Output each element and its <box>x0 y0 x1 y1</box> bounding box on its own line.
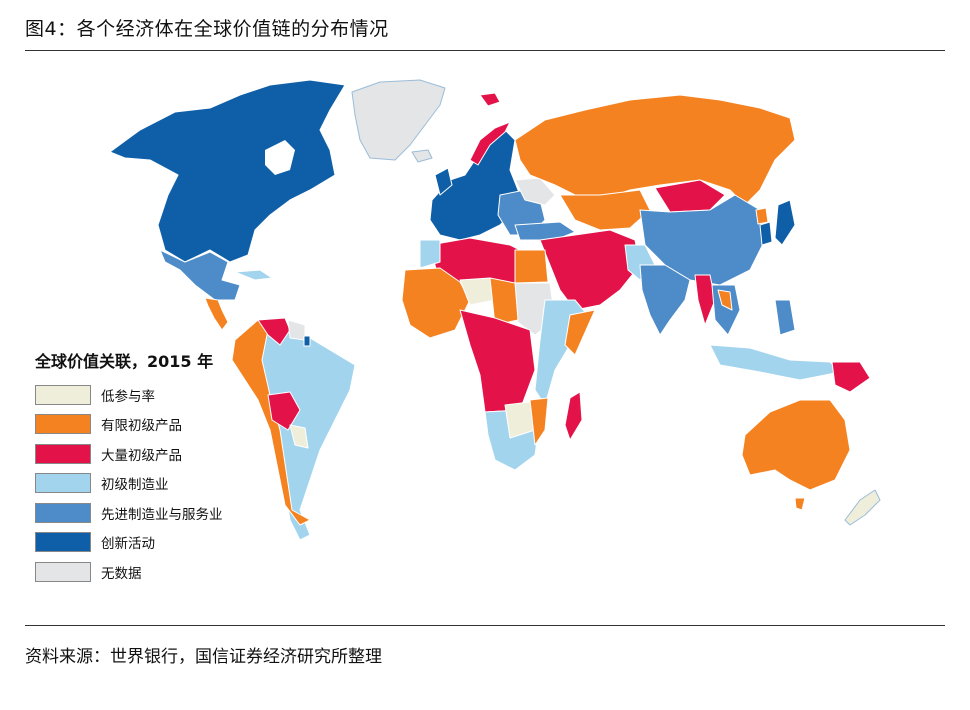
legend-label: 低参与率 <box>101 388 155 405</box>
map-legend: 全球价值关联，2015 年 低参与率 有限初级产品 大量初级产品 初级制造业 先… <box>35 348 275 587</box>
source-note: 资料来源：世界银行，国信证券经济研究所整理 <box>25 647 382 667</box>
legend-swatch <box>35 443 91 464</box>
region-svalbard <box>479 92 501 107</box>
legend-item-innovative: 创新活动 <box>35 528 275 558</box>
region-venezuela <box>257 317 291 346</box>
region-tasmania <box>794 497 806 511</box>
legend-swatch <box>35 561 91 582</box>
bottom-divider <box>25 625 945 626</box>
region-korea <box>759 221 773 246</box>
legend-title: 全球价值关联，2015 年 <box>35 352 214 371</box>
region-morocco <box>419 239 441 269</box>
legend-label: 大量初级产品 <box>101 447 182 464</box>
legend-swatch <box>35 384 91 405</box>
figure-title: 图4：各个经济体在全球价值链的分布情况 <box>25 18 389 40</box>
region-belarus-ukraine <box>514 177 556 206</box>
region-mozambique <box>529 397 549 446</box>
region-egypt <box>514 249 549 284</box>
legend-item-limited-manufacturing: 初级制造业 <box>35 469 275 499</box>
region-caribbean <box>234 269 273 281</box>
region-chad <box>489 277 519 326</box>
region-andes <box>231 319 311 526</box>
region-norway <box>469 121 511 166</box>
region-greenland <box>351 79 446 161</box>
region-laos <box>717 289 733 311</box>
region-uk <box>434 167 453 196</box>
legend-item-low-participation: 低参与率 <box>35 380 275 410</box>
region-middle-east <box>539 229 641 311</box>
region-japan <box>774 199 796 246</box>
region-russia <box>514 94 796 206</box>
region-philippines <box>774 299 796 336</box>
region-new-zealand <box>844 489 881 526</box>
region-central-asia <box>559 189 651 231</box>
legend-swatch <box>35 473 91 494</box>
region-north-korea <box>755 207 769 225</box>
region-west-africa <box>401 267 471 339</box>
legend-label: 有限初级产品 <box>101 418 182 435</box>
region-somalia <box>564 309 596 356</box>
world-map <box>109 79 881 541</box>
region-guianas <box>287 319 306 341</box>
region-india <box>639 264 691 336</box>
top-divider <box>25 50 945 51</box>
region-french-guiana <box>303 335 311 347</box>
region-mongolia <box>654 179 726 213</box>
region-western-europe <box>429 129 521 241</box>
legend-label: 无数据 <box>101 565 142 582</box>
region-paraguay <box>289 424 309 449</box>
region-australia <box>741 399 851 491</box>
legend-label: 创新活动 <box>101 536 155 553</box>
region-north-america <box>109 79 346 263</box>
legend-swatch <box>35 502 91 523</box>
region-png <box>831 361 871 393</box>
legend-item-no-data: 无数据 <box>35 557 275 587</box>
legend-item-limited-commodities: 有限初级产品 <box>35 410 275 440</box>
region-thailand-vietnam <box>711 284 741 336</box>
legend-swatch <box>35 414 91 435</box>
region-madagascar <box>564 391 583 441</box>
region-indonesia <box>709 344 841 381</box>
legend-item-high-commodities: 大量初级产品 <box>35 439 275 469</box>
legend-label: 先进制造业与服务业 <box>101 506 223 523</box>
region-bolivia <box>267 391 301 431</box>
region-myanmar <box>694 274 716 326</box>
region-china <box>639 194 766 286</box>
region-iceland <box>411 149 433 163</box>
region-central-america <box>204 297 229 331</box>
legend-label: 初级制造业 <box>101 477 169 494</box>
region-mexico <box>159 249 241 301</box>
legend-item-advanced-manufacturing: 先进制造业与服务业 <box>35 498 275 528</box>
legend-swatch <box>35 532 91 553</box>
